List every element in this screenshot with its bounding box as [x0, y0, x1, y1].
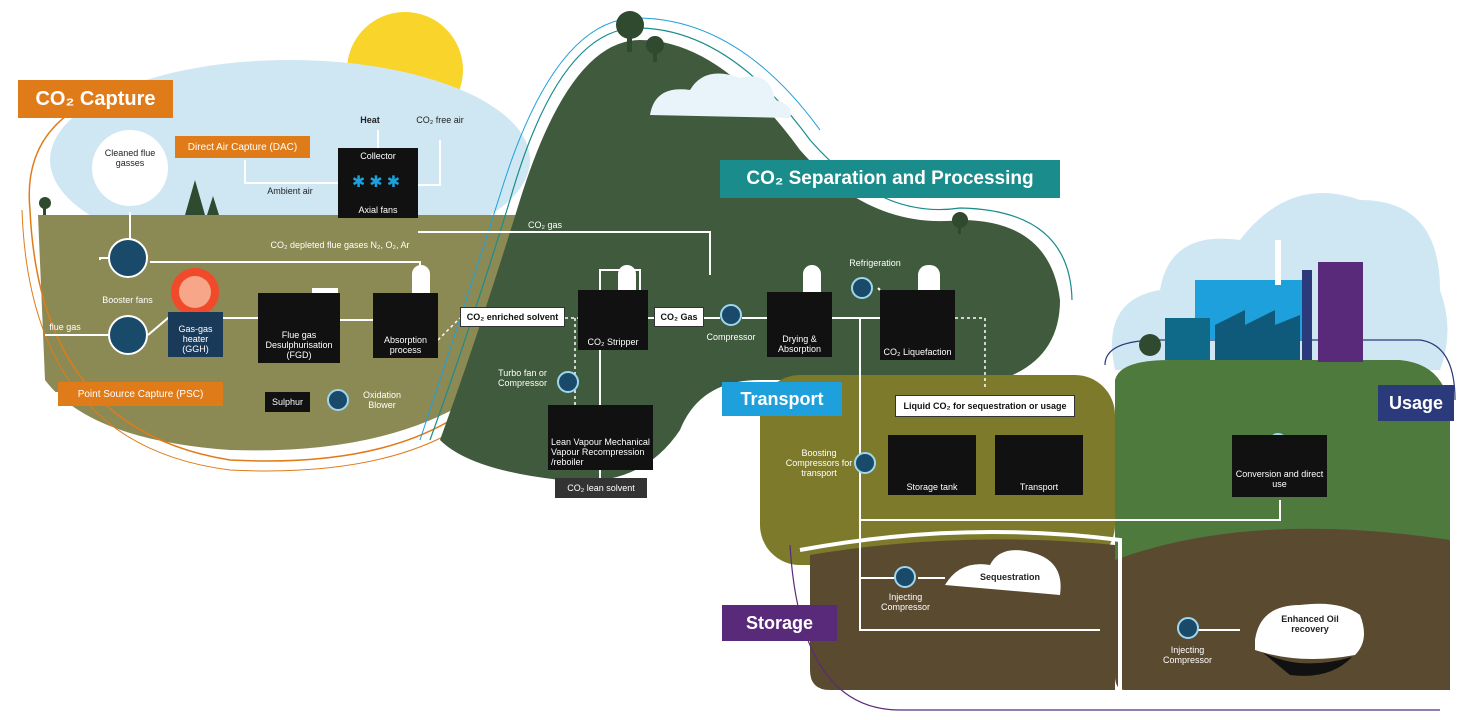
- stripper-box: CO₂ Stripper: [578, 290, 648, 350]
- drying-box: Drying & Absorption: [767, 292, 832, 357]
- liquefaction-box: CO₂ Liquefaction: [880, 290, 955, 360]
- label: Heat: [360, 115, 380, 125]
- label: Point Source Capture (PSC): [58, 382, 223, 406]
- rock: [945, 550, 1061, 595]
- contour: [1104, 339, 1456, 401]
- section-title: CO₂ Separation and Processing: [720, 160, 1060, 198]
- cloud: [650, 73, 791, 118]
- oil: [1262, 652, 1352, 676]
- label-box: CO₂ Gas: [654, 307, 704, 327]
- absorption-box: Absorption process: [373, 293, 438, 358]
- label-box: CO₂ enriched solvent: [460, 307, 565, 327]
- fan-icons: [108, 238, 219, 355]
- label: Cleaned flue gasses: [104, 148, 156, 168]
- fan-symbols: ✱✱✱: [351, 174, 405, 191]
- cloud: [92, 130, 168, 206]
- storage-tank-box: Storage tank: [888, 435, 976, 495]
- mountain: [440, 40, 1060, 482]
- label: Injecting Compressor: [1162, 645, 1212, 665]
- storage-ground: [810, 539, 1115, 690]
- section-title: Storage: [722, 605, 837, 641]
- rock: [1255, 603, 1364, 659]
- label-box: Liquid CO₂ for sequestration or usage: [895, 395, 1075, 417]
- conversion-box: Conversion and direct use: [1232, 435, 1327, 497]
- label: Boosting Compressors for transport: [785, 448, 853, 478]
- buildings: [1139, 240, 1363, 362]
- lean-vapour-box: Lean Vapour Mechanical Vapour Recompress…: [548, 405, 653, 470]
- section-title: CO₂ Capture: [18, 80, 173, 118]
- ggh-box: Gas-gas heater (GGH): [168, 312, 223, 357]
- border: [799, 530, 1122, 702]
- contour: [789, 544, 1440, 711]
- label: Sequestration: [979, 572, 1040, 582]
- transport-box: Transport: [995, 435, 1083, 495]
- trees: [39, 11, 968, 234]
- compressor-icons: [327, 277, 1287, 639]
- collector-box: Collector ✱✱✱ Axial fans: [338, 148, 418, 218]
- contour: [429, 27, 1073, 441]
- sulphur-box: Sulphur: [265, 392, 310, 412]
- contour: [419, 17, 821, 441]
- label: Oxidation Blower: [362, 390, 402, 410]
- label: flue gas: [49, 322, 81, 332]
- dotted-flow: [437, 317, 986, 405]
- label: Direct Air Capture (DAC): [175, 136, 310, 158]
- label: Collector: [360, 151, 396, 161]
- section-title: Usage: [1378, 385, 1454, 421]
- label: CO₂ depleted flue gases N₂, O₂, Ar: [270, 240, 410, 250]
- label: Axial fans: [358, 205, 398, 215]
- label: Turbo fan or Compressor: [497, 368, 547, 388]
- label: Refrigeration: [849, 258, 901, 268]
- label: Enhanced Oil recovery: [1281, 614, 1339, 634]
- lean-solvent-box: CO₂ lean solvent: [555, 478, 647, 498]
- label: Ambient air: [267, 186, 313, 196]
- label: Booster fans: [102, 295, 153, 305]
- fgd-box: Flue gas Desulphurisation (FGD): [258, 293, 340, 363]
- label: Compressor: [706, 332, 756, 342]
- label: CO₂ free air: [416, 115, 464, 125]
- label: Injecting Compressor: [880, 592, 930, 612]
- label: CO₂ gas: [527, 220, 562, 230]
- section-title: Transport: [722, 382, 842, 416]
